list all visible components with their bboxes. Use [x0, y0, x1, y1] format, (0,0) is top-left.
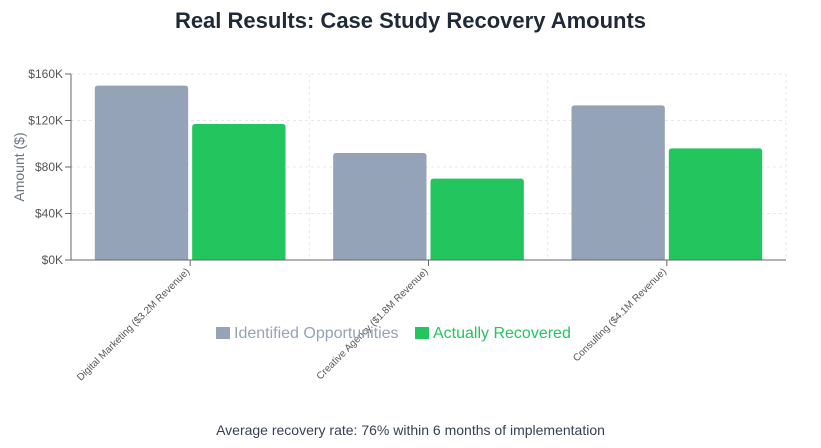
legend-swatch	[415, 327, 429, 339]
y-tick-label: $40K	[35, 207, 63, 221]
chart-title: Real Results: Case Study Recovery Amount…	[174, 8, 647, 33]
bar-recovered[interactable]	[192, 123, 286, 260]
bar-recovered[interactable]	[668, 148, 763, 260]
legend-swatch	[216, 327, 230, 339]
legend[interactable]: Identified Opportunities Actually Recover…	[216, 325, 571, 342]
y-tick-label: $0K	[42, 253, 63, 267]
y-axis-label: Amount ($)	[11, 132, 27, 201]
bar-identified[interactable]	[333, 153, 427, 260]
bar-identified[interactable]	[94, 85, 189, 260]
recovery-footnote: Average recovery rate: 76% within 6 mont…	[216, 422, 605, 438]
x-tick-label: Digital Marketing ($3.2M Revenue)	[75, 266, 192, 383]
bars	[94, 85, 763, 260]
y-tick-label: $120K	[28, 114, 63, 128]
y-tick-label: $80K	[35, 160, 63, 174]
legend-label: Identified Opportunities	[234, 325, 399, 342]
bar-recovered[interactable]	[430, 178, 524, 260]
bar-identified[interactable]	[571, 105, 665, 260]
y-tick-label: $160K	[28, 67, 63, 81]
legend-item-recovered[interactable]: Actually Recovered	[415, 325, 571, 342]
legend-label: Actually Recovered	[433, 325, 571, 342]
x-tick-label: Consulting ($4.1M Revenue)	[571, 266, 669, 364]
legend-item-identified[interactable]: Identified Opportunities	[216, 325, 399, 342]
